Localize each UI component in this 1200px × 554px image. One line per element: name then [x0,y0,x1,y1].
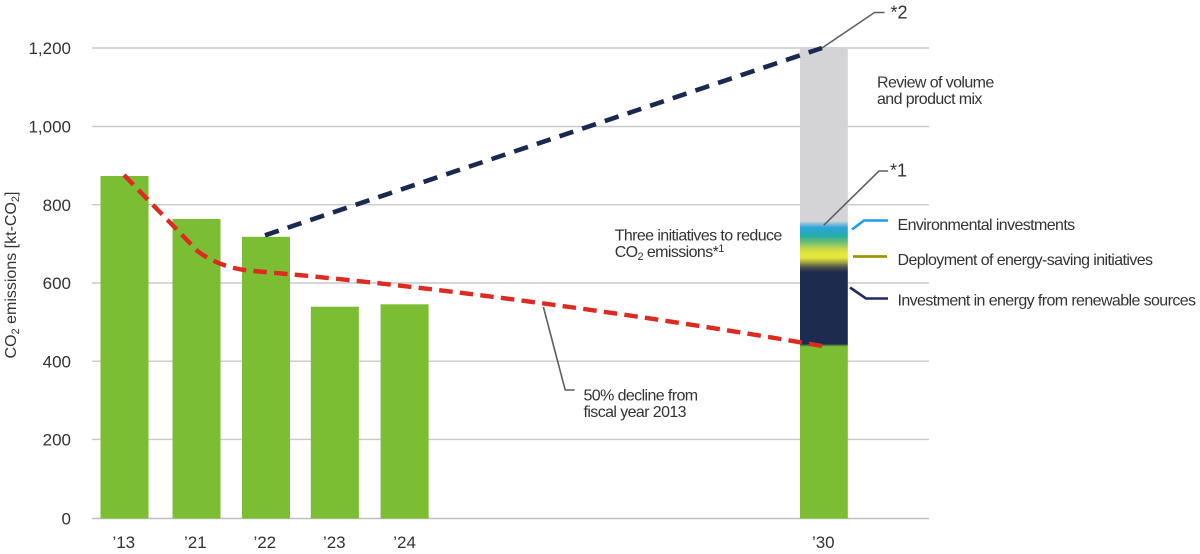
svg-text:0: 0 [62,510,71,529]
svg-text:50% decline from: 50% decline from [584,387,698,404]
svg-text:200: 200 [43,431,71,450]
svg-text:CO2 emissions [kt-CO2]: CO2 emissions [kt-CO2] [3,192,22,359]
svg-text:’30: ’30 [812,533,835,552]
svg-text:*2: *2 [891,2,908,22]
svg-text:CO2 emissions*1: CO2 emissions*1 [615,243,725,263]
svg-text:’22: ’22 [253,533,276,552]
svg-text:Deployment of energy-saving in: Deployment of energy-saving initiatives [898,252,1154,269]
svg-text:and product mix: and product mix [877,91,982,108]
svg-text:Three initiatives to reduce: Three initiatives to reduce [615,227,783,244]
svg-text:800: 800 [43,196,71,215]
svg-text:1,000: 1,000 [28,118,71,137]
svg-text:Investment in energy from rene: Investment in energy from renewable sour… [898,293,1197,310]
svg-text:600: 600 [43,274,71,293]
svg-text:400: 400 [43,352,71,371]
svg-text:’23: ’23 [323,533,346,552]
svg-text:’21: ’21 [184,533,207,552]
svg-text:Review of volume: Review of volume [877,75,994,92]
svg-text:’24: ’24 [393,533,416,552]
svg-text:’13: ’13 [112,533,135,552]
svg-text:1,200: 1,200 [28,39,71,58]
svg-text:fiscal year 2013: fiscal year 2013 [584,404,687,421]
svg-text:Environmental investments: Environmental investments [898,217,1076,234]
svg-text:*1: *1 [890,161,907,181]
